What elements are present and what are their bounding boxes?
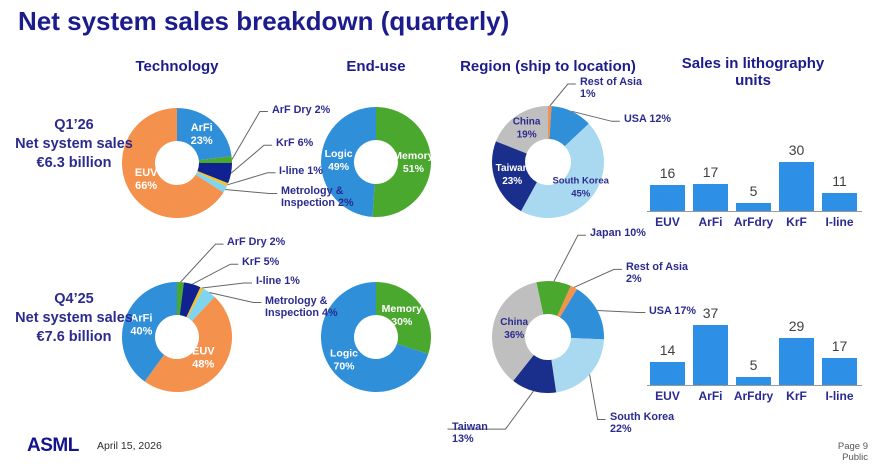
svg-text:Logic: Logic (325, 148, 353, 160)
svg-text:China: China (500, 317, 528, 328)
svg-text:Memory: Memory (382, 303, 422, 315)
svg-text:China: China (513, 117, 541, 128)
svg-text:EUV: EUV (192, 346, 215, 358)
svg-text:48%: 48% (192, 359, 214, 371)
svg-text:70%: 70% (333, 360, 355, 372)
svg-text:30%: 30% (391, 316, 413, 328)
svg-text:45%: 45% (571, 188, 591, 199)
svg-text:ArFi: ArFi (191, 122, 213, 134)
svg-text:South Korea: South Korea (552, 175, 609, 186)
svg-text:36%: 36% (504, 330, 524, 341)
svg-text:Taiwan: Taiwan (496, 163, 529, 174)
svg-text:19%: 19% (517, 130, 537, 141)
svg-text:Logic: Logic (330, 347, 358, 359)
svg-text:51%: 51% (403, 163, 425, 175)
svg-text:23%: 23% (191, 135, 213, 147)
svg-text:Memory: Memory (393, 150, 433, 162)
svg-text:66%: 66% (135, 180, 157, 192)
svg-text:49%: 49% (328, 161, 350, 173)
svg-text:23%: 23% (502, 176, 522, 187)
